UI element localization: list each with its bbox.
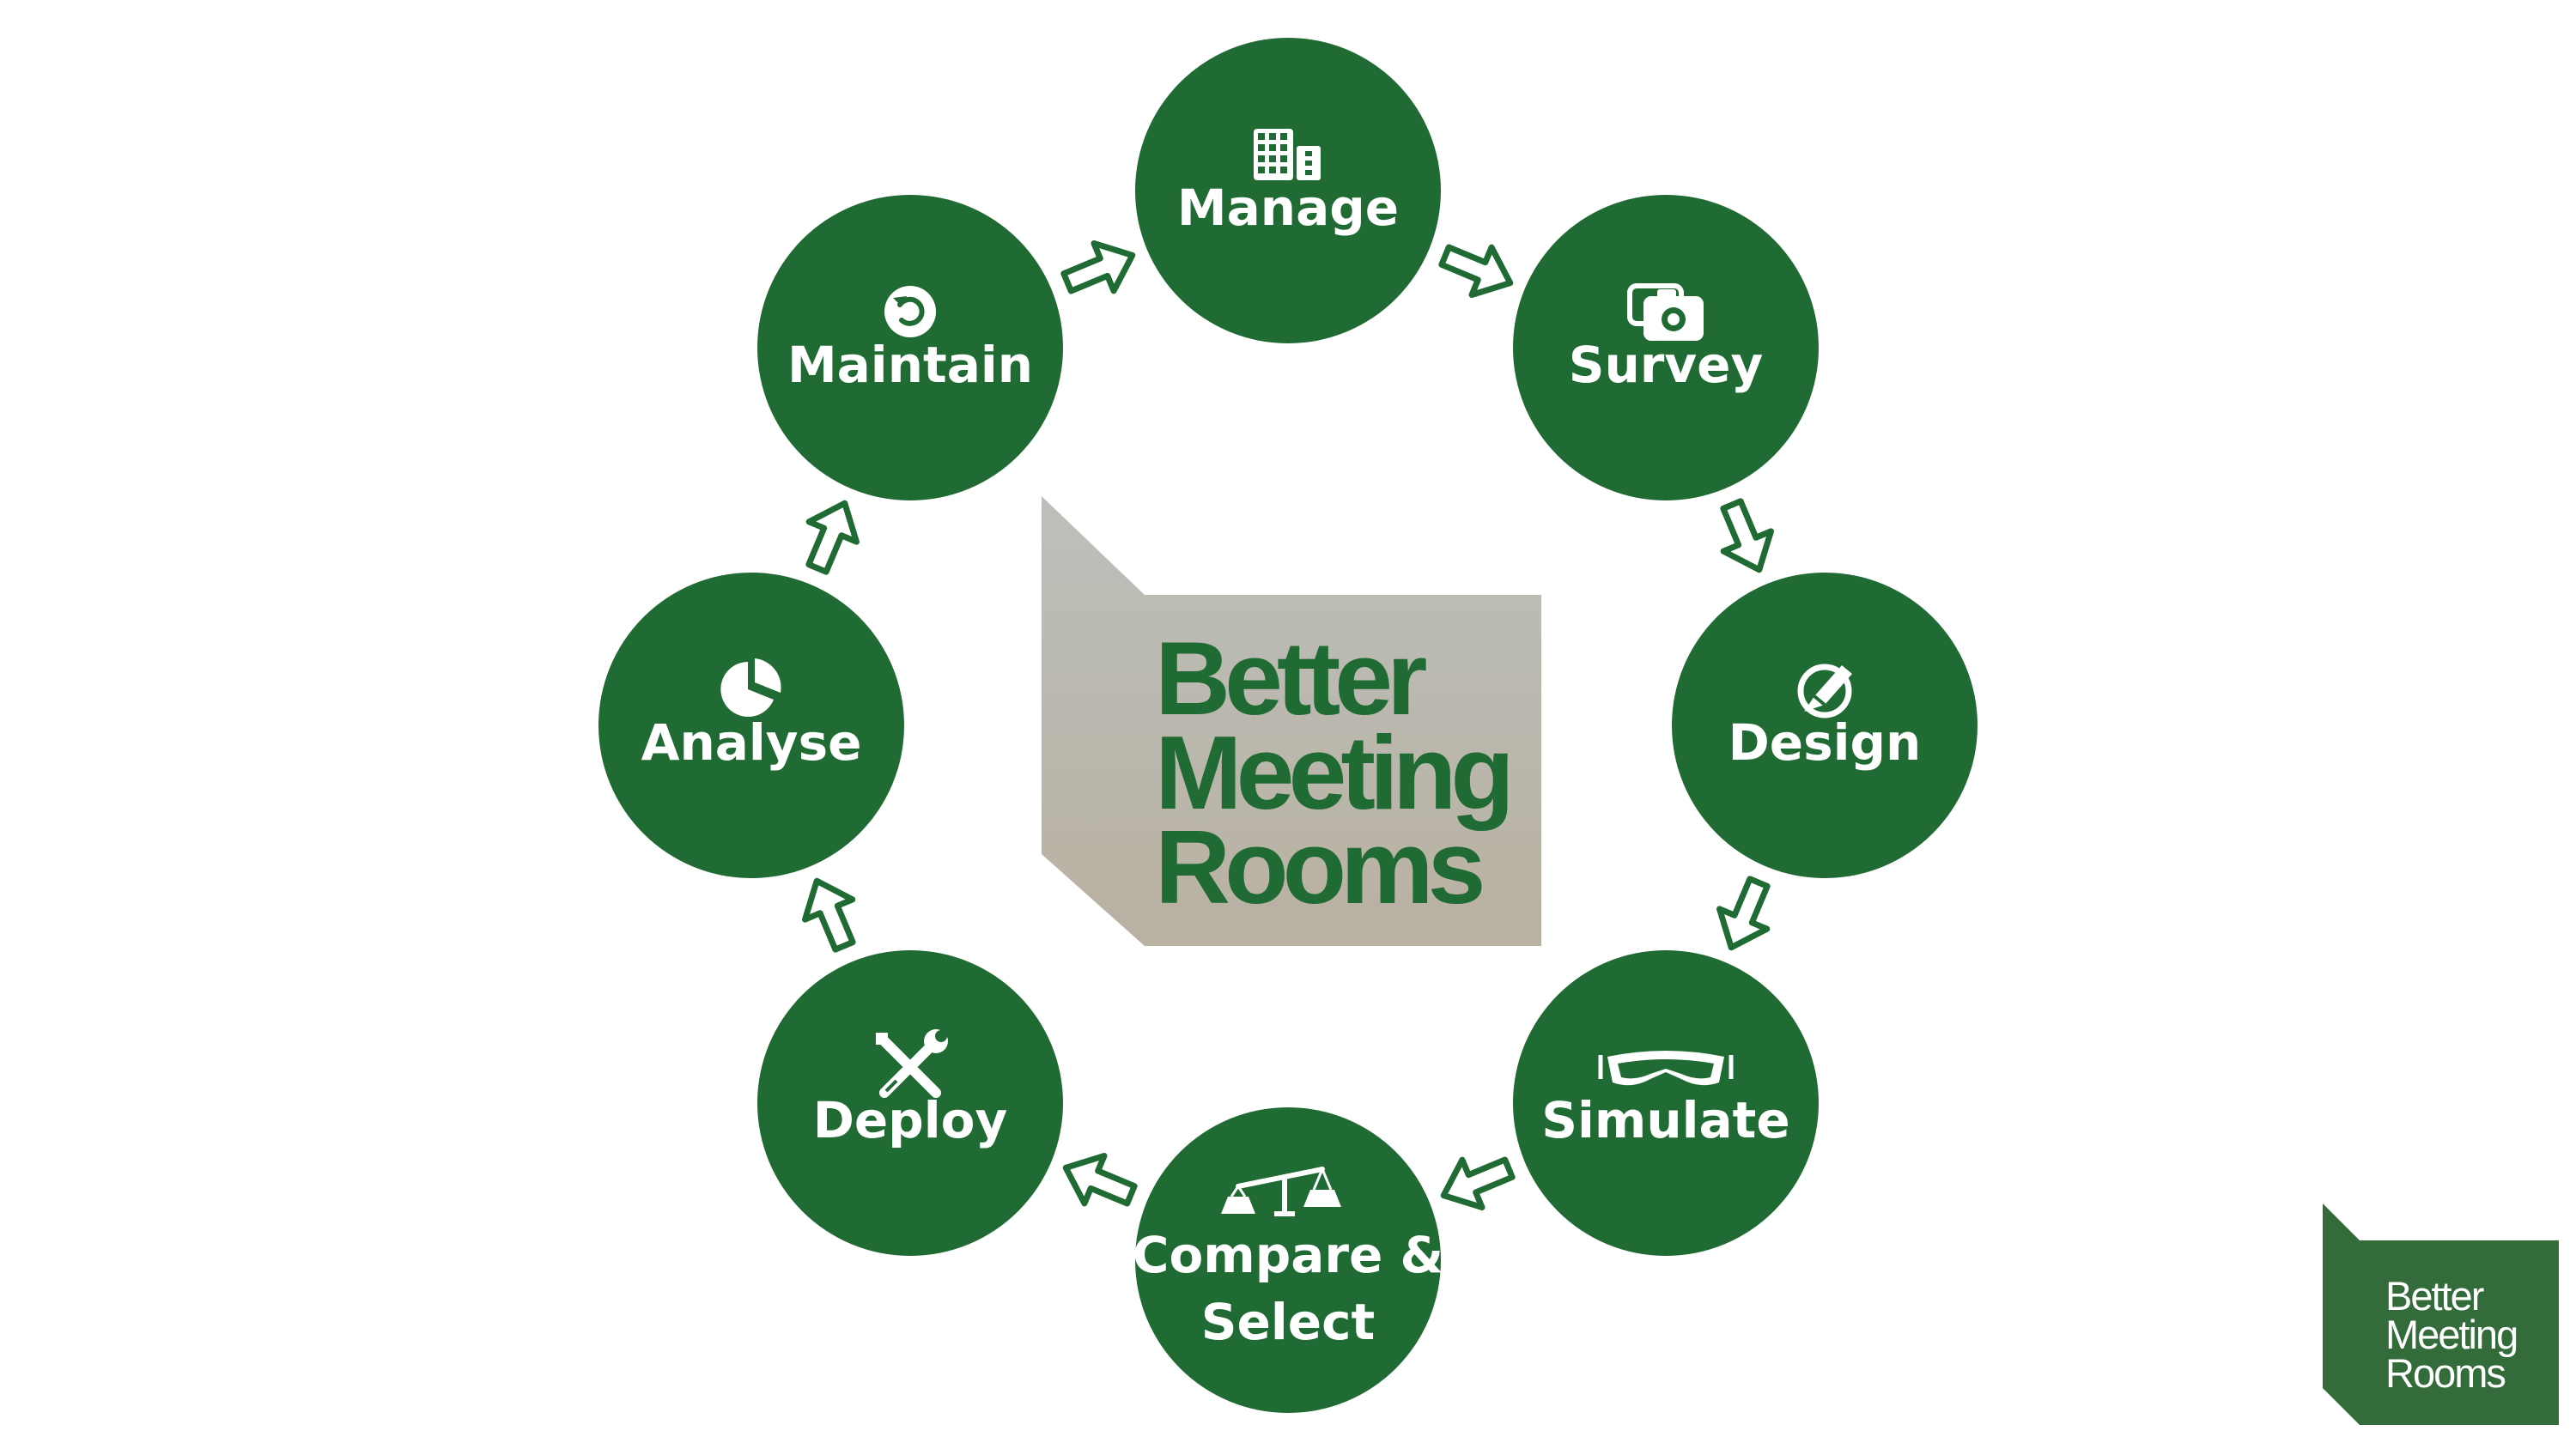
corner-logo-line-3: Rooms <box>2385 1350 2505 1396</box>
stage-survey: Survey <box>1513 195 1819 500</box>
center-logo-line-2: Meeting <box>1155 714 1509 831</box>
stage-simulate: Simulate <box>1513 950 1819 1256</box>
stage-circle <box>1672 573 1978 878</box>
vr-headset-icon <box>1598 1051 1734 1086</box>
design-pencil-icon <box>1797 664 1852 718</box>
cycle-arrow-icon <box>802 877 856 953</box>
stage-manage: Manage <box>1135 38 1441 343</box>
corner-logo-card <box>2323 1203 2559 1425</box>
balance-scale-icon <box>1221 1167 1341 1216</box>
stage-label: Analyse <box>641 713 862 772</box>
camera-icon <box>1627 283 1704 341</box>
cycle-arrow-icon <box>1060 239 1136 294</box>
corner-logo-line-1: Better <box>2385 1273 2484 1319</box>
stage-label: Compare & <box>1133 1226 1443 1284</box>
tools-icon <box>876 1029 948 1098</box>
stage-maintain: Maintain <box>757 195 1063 500</box>
stage-circle <box>1135 1107 1441 1413</box>
stage-label: Maintain <box>787 336 1033 394</box>
corner-logo-line-2: Meeting <box>2385 1312 2517 1357</box>
stage-circle <box>1513 950 1819 1256</box>
cycle-arrow-icon <box>1716 876 1771 951</box>
stage-label: Deploy <box>813 1091 1008 1149</box>
stage-label: Manage <box>1177 179 1399 237</box>
cycle-arrow-icon <box>1440 1156 1516 1211</box>
cycle-arrow-icon <box>1062 1152 1138 1207</box>
stage-label: Simulate <box>1541 1091 1789 1149</box>
stage-circle <box>757 195 1063 500</box>
stage-circle <box>1513 195 1819 500</box>
cycle-arrow-icon <box>1438 244 1514 299</box>
cycle-stages: Manage Survey Design Simulate Compare & Selec… <box>598 38 1978 1413</box>
stage-circle <box>757 950 1063 1256</box>
building-icon <box>1254 129 1321 180</box>
stage-analyse: Analyse <box>598 573 904 878</box>
cycle-arrow-icon <box>1720 498 1774 573</box>
cycle-arrow-icon <box>805 500 860 575</box>
center-logo: Better Meeting Rooms <box>1042 496 1541 946</box>
stage-circle <box>1135 38 1441 343</box>
stage-label: Design <box>1728 713 1922 772</box>
pie-chart-icon <box>720 658 781 717</box>
corner-logo: Better Meeting Rooms <box>2323 1203 2559 1425</box>
center-logo-line-1: Better <box>1155 620 1426 737</box>
center-logo-card <box>1042 496 1541 946</box>
refresh-icon <box>884 286 936 337</box>
center-logo-line-3: Rooms <box>1155 809 1482 925</box>
stage-label: Select <box>1201 1293 1375 1351</box>
stage-compare-select: Compare & Select <box>1133 1107 1443 1413</box>
stage-circle <box>598 573 904 878</box>
stage-deploy: Deploy <box>757 950 1063 1256</box>
stage-design: Design <box>1672 573 1978 878</box>
stage-label: Survey <box>1569 336 1764 394</box>
cycle-arrows <box>802 239 1774 1211</box>
